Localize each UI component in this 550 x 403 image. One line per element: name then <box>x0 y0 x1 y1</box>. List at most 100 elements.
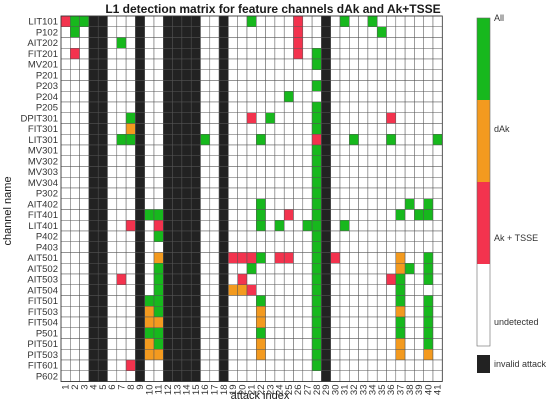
cell-invalid <box>321 359 331 371</box>
cell-undetected <box>228 26 238 38</box>
cell-undetected <box>265 144 276 156</box>
cell-undetected <box>265 134 276 146</box>
cell-all <box>311 327 322 339</box>
cell-undetected <box>209 58 220 70</box>
cell-undetected <box>200 230 211 242</box>
cell-undetected <box>209 230 220 242</box>
cell-undetected <box>60 370 71 382</box>
cell-all <box>153 273 164 285</box>
cell-undetected <box>256 370 266 382</box>
cell-undetected <box>376 359 387 371</box>
cell-undetected <box>395 37 406 49</box>
cell-undetected <box>311 37 322 49</box>
cell-invalid <box>172 338 183 350</box>
cell-invalid <box>163 349 173 361</box>
cell-invalid <box>190 349 201 361</box>
cell-undetected <box>404 144 415 156</box>
cell-invalid <box>172 273 183 285</box>
cell-undetected <box>302 349 313 361</box>
cell-invalid <box>163 241 173 253</box>
cell-undetected <box>376 48 387 60</box>
cell-undetected <box>358 327 369 339</box>
cell-undetected <box>423 359 434 371</box>
cell-dak <box>395 338 406 350</box>
cell-undetected <box>60 48 71 60</box>
cell-undetected <box>367 101 378 113</box>
cell-undetected <box>107 316 118 328</box>
y-tick-label: DPIT301 <box>21 113 59 124</box>
cell-invalid <box>88 166 99 178</box>
cell-invalid <box>97 37 108 49</box>
cell-undetected <box>228 198 238 210</box>
cell-invalid <box>163 144 173 156</box>
cell-undetected <box>414 252 424 264</box>
cell-undetected <box>70 187 80 199</box>
cell-undetected <box>265 359 276 371</box>
cell-undetected <box>200 58 211 70</box>
legend-swatch-ak_tsse <box>477 182 490 264</box>
cell-undetected <box>153 112 164 124</box>
cell-undetected <box>423 123 434 135</box>
x-tick-label: 1 <box>61 385 72 390</box>
cell-undetected <box>209 26 220 38</box>
cell-undetected <box>107 241 118 253</box>
cell-undetected <box>209 144 220 156</box>
cell-invalid <box>97 370 108 382</box>
cell-all <box>256 295 266 307</box>
cell-invalid <box>97 209 108 221</box>
cell-invalid <box>190 166 201 178</box>
cell-undetected <box>414 26 424 38</box>
cell-invalid <box>181 263 192 275</box>
cell-undetected <box>358 241 369 253</box>
y-tick-label: MV303 <box>28 167 58 178</box>
cell-undetected <box>339 263 350 275</box>
cell-invalid <box>135 58 145 70</box>
cell-undetected <box>246 187 257 199</box>
cell-undetected <box>432 327 443 339</box>
cell-undetected <box>293 187 304 199</box>
cell-undetected <box>349 359 359 371</box>
cell-undetected <box>228 349 238 361</box>
cell-all <box>302 220 313 232</box>
cell-undetected <box>144 230 155 242</box>
cell-undetected <box>70 101 80 113</box>
cell-undetected <box>367 58 378 70</box>
cell-invalid <box>163 69 173 81</box>
cell-undetected <box>107 220 118 232</box>
cell-undetected <box>144 15 155 27</box>
cell-undetected <box>116 349 127 361</box>
cell-undetected <box>395 187 406 199</box>
cell-all <box>311 112 322 124</box>
cell-all <box>265 112 276 124</box>
cell-invalid <box>181 359 192 371</box>
cell-undetected <box>386 338 397 350</box>
cell-undetected <box>125 177 136 189</box>
x-tick-label: 32 <box>349 385 360 396</box>
cell-undetected <box>358 134 369 146</box>
cell-undetected <box>125 284 136 296</box>
cell-undetected <box>200 316 211 328</box>
cell-undetected <box>404 123 415 135</box>
cell-undetected <box>107 177 118 189</box>
cell-undetected <box>116 306 127 318</box>
cell-undetected <box>200 252 211 264</box>
cell-invalid <box>190 209 201 221</box>
cell-invalid <box>135 220 145 232</box>
cell-invalid <box>97 26 108 38</box>
cell-undetected <box>349 58 359 70</box>
cell-undetected <box>386 80 397 92</box>
cell-undetected <box>339 166 350 178</box>
cell-undetected <box>256 69 266 81</box>
cell-undetected <box>153 155 164 167</box>
cell-invalid <box>321 123 331 135</box>
cell-invalid <box>97 327 108 339</box>
cell-undetected <box>228 91 238 103</box>
cell-undetected <box>414 295 424 307</box>
cell-undetected <box>423 230 434 242</box>
cell-undetected <box>376 295 387 307</box>
cell-undetected <box>293 69 304 81</box>
cell-undetected <box>200 338 211 350</box>
cell-all <box>256 252 266 264</box>
cell-invalid <box>88 69 99 81</box>
cell-invalid <box>321 166 331 178</box>
